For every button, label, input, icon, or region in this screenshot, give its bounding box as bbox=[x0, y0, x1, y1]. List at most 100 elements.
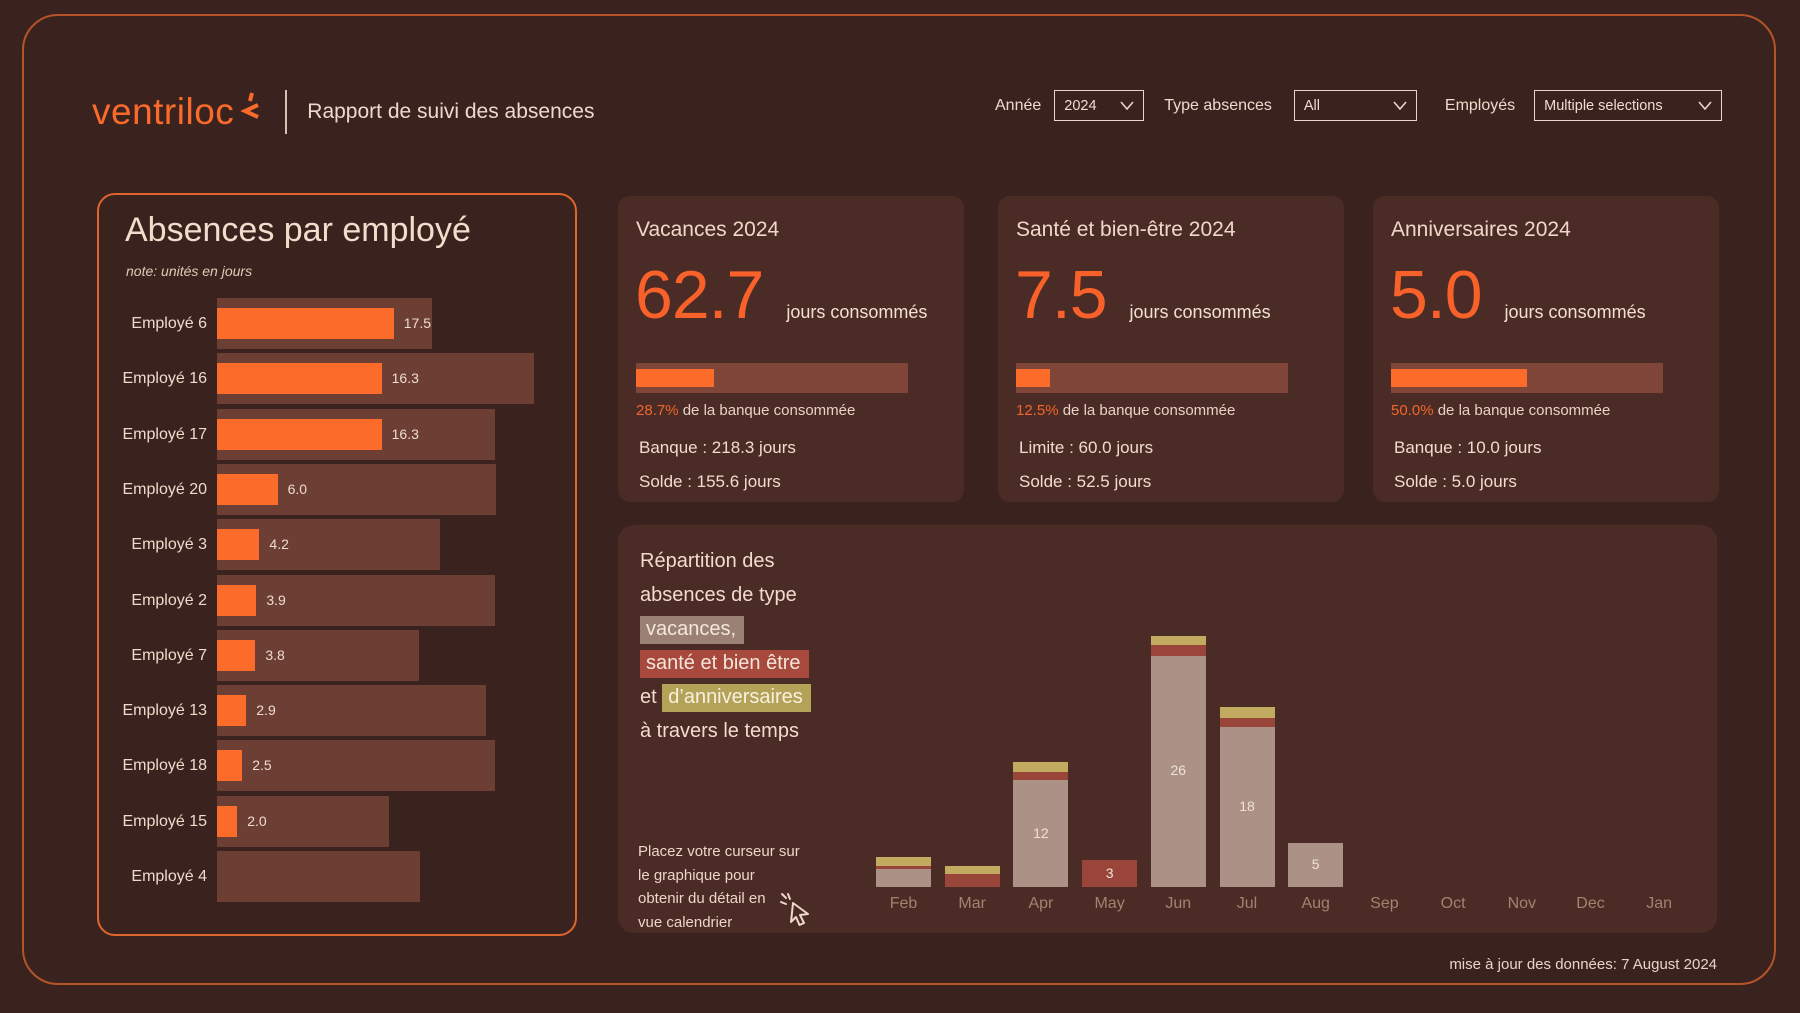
bar-value-label: 18 bbox=[1239, 797, 1255, 814]
month-axis-label: Nov bbox=[1507, 895, 1537, 912]
repartition-title: Répartition des absences de type vacance… bbox=[640, 547, 811, 751]
report-title: Rapport de suivi des absences bbox=[307, 100, 595, 123]
month-axis-label: Aug bbox=[1301, 895, 1330, 912]
employee-value-bar[interactable] bbox=[217, 473, 278, 505]
bar-segment-sante[interactable] bbox=[1013, 772, 1069, 781]
year-dropdown[interactable]: 2024 bbox=[1054, 90, 1145, 121]
month-axis-label: Mar bbox=[958, 895, 986, 912]
month-axis-label: May bbox=[1094, 895, 1125, 912]
employee-value-label: 16.3 bbox=[391, 425, 419, 442]
employee-value-bar[interactable] bbox=[217, 805, 238, 837]
bar-segment-vacances[interactable] bbox=[1288, 842, 1344, 887]
filter-label-type: Type absences bbox=[1164, 96, 1272, 114]
filter-label-annee: Année bbox=[995, 96, 1042, 114]
employee-value-label: 6.0 bbox=[287, 480, 308, 497]
bar-segment-anniversaires[interactable] bbox=[944, 865, 1000, 874]
ventriloc-logo: ventriloc bbox=[92, 91, 235, 132]
kpi-unit: jours consommés bbox=[786, 302, 928, 322]
chevron-down-icon bbox=[1120, 101, 1134, 110]
employee-value-bar[interactable] bbox=[217, 584, 257, 616]
hover-hint-line: le graphique pour bbox=[638, 866, 755, 884]
employee-row: Employé 15 2.0 bbox=[99, 795, 575, 847]
month-axis-label: Jun bbox=[1165, 895, 1192, 912]
bar-segment-anniversaires[interactable] bbox=[1150, 636, 1206, 645]
bar-segment-anniversaires[interactable] bbox=[1013, 762, 1069, 773]
employee-banque-bar[interactable] bbox=[217, 740, 495, 792]
employee-name: Employé 18 bbox=[122, 757, 208, 775]
absence-type-dropdown[interactable]: All bbox=[1293, 90, 1417, 121]
employee-value-bar[interactable] bbox=[217, 363, 382, 395]
kpi-title: Santé et bien-être 2024 bbox=[1016, 218, 1236, 241]
hover-hint: Placez votre curseur sur le graphique pou… bbox=[638, 840, 800, 934]
kpi-solde: Solde : 155.6 jours bbox=[639, 472, 781, 491]
employee-value-label: 2.5 bbox=[252, 757, 272, 774]
kpi-pct-line: 12.5% de la banque consommée bbox=[1016, 402, 1236, 419]
kpi-progress-track bbox=[636, 363, 908, 393]
employee-name: Employé 6 bbox=[131, 315, 207, 332]
kpi-card-vacances: Vacances 2024 62.7 jours consommés 28.7%… bbox=[618, 196, 964, 502]
bar-segment-vacances[interactable] bbox=[1013, 780, 1069, 887]
kpi-pct-line: 50.0% de la banque consommée bbox=[1391, 402, 1611, 419]
employees-dropdown[interactable]: Multiple selections bbox=[1534, 90, 1723, 121]
bar-segment-anniversaires[interactable] bbox=[876, 856, 931, 866]
employee-value-label: 2.0 bbox=[247, 812, 267, 829]
chevron-down-icon bbox=[1393, 101, 1407, 110]
employee-value-label: 2.9 bbox=[256, 702, 276, 719]
header-divider bbox=[285, 90, 288, 134]
hover-hint-line: Placez votre curseur sur bbox=[638, 843, 800, 860]
employee-banque-bar[interactable] bbox=[217, 851, 420, 902]
kpi-pct-line: 28.7% de la banque consommée bbox=[636, 402, 856, 419]
employee-name: Employé 7 bbox=[131, 646, 207, 664]
employee-value-bar[interactable] bbox=[217, 639, 256, 671]
employee-row: Employé 4 bbox=[99, 851, 575, 902]
employee-value-bar[interactable] bbox=[217, 308, 394, 339]
bar-value-label: 3 bbox=[1105, 864, 1114, 881]
hover-hint-line: obtenir du détail en bbox=[638, 890, 766, 907]
employee-value-label: 3.8 bbox=[265, 646, 285, 663]
kpi-banque: Banque : 10.0 jours bbox=[1394, 438, 1542, 457]
hover-hint-line: vue calendrier bbox=[638, 913, 733, 931]
employee-value-bar[interactable] bbox=[217, 418, 382, 450]
bar-segment-vacances[interactable] bbox=[876, 869, 931, 887]
month-axis-label: Sep bbox=[1370, 895, 1399, 912]
employee-row: Employé 2 3.9 bbox=[99, 574, 575, 626]
employee-name: Employé 4 bbox=[131, 868, 207, 885]
bar-segment-sante[interactable] bbox=[1082, 860, 1138, 887]
employee-row: Employé 3 4.2 bbox=[99, 519, 575, 571]
bar-segment-sante[interactable] bbox=[1219, 717, 1275, 727]
employee-value-bar[interactable] bbox=[217, 750, 243, 782]
panel-title: Absences par employé bbox=[125, 211, 471, 249]
month-axis-label: Jul bbox=[1236, 895, 1258, 912]
kpi-progress-fill bbox=[1016, 369, 1050, 387]
kpi-unit: jours consommés bbox=[1129, 302, 1271, 322]
cursor-click-icon bbox=[780, 893, 809, 926]
bar-segment-sante[interactable] bbox=[876, 865, 931, 870]
kpi-value: 5.0 bbox=[1390, 257, 1483, 333]
employee-value-bar[interactable] bbox=[217, 529, 260, 561]
bar-segment-vacances[interactable] bbox=[1150, 655, 1206, 887]
bar-value-label: 5 bbox=[1311, 855, 1320, 872]
kpi-banque: Banque : 218.3 jours bbox=[639, 438, 796, 457]
bar-segment-vacances[interactable] bbox=[1219, 726, 1275, 887]
header-brand: ventriloc Rapport de suivi des absences bbox=[92, 86, 594, 138]
data-refresh-note: mise à jour des données: 7 August 2024 bbox=[1449, 956, 1717, 973]
repartition-panel: Répartition des absences de type vacance… bbox=[618, 525, 1717, 933]
employee-banque-bar[interactable] bbox=[217, 685, 486, 737]
employee-value-bar[interactable] bbox=[217, 695, 247, 727]
kpi-card-anniversaires: Anniversaires 2024 5.0 jours consommés 5… bbox=[1373, 196, 1719, 502]
employee-name: Employé 3 bbox=[131, 536, 207, 554]
employee-name: Employé 2 bbox=[131, 591, 207, 609]
employee-row: Employé 6 17.5 bbox=[99, 298, 575, 349]
kpi-solde: Solde : 52.5 jours bbox=[1019, 472, 1152, 491]
employee-banque-bar[interactable] bbox=[217, 574, 495, 626]
kpi-title: Vacances 2024 bbox=[636, 218, 780, 241]
kpi-solde: Solde : 5.0 jours bbox=[1394, 472, 1517, 491]
employee-banque-bar[interactable] bbox=[217, 795, 389, 847]
bar-segment-anniversaires[interactable] bbox=[1219, 707, 1275, 718]
kpi-value: 7.5 bbox=[1015, 257, 1108, 333]
bar-segment-sante[interactable] bbox=[1150, 644, 1206, 656]
filter-label-employes: Employés bbox=[1444, 96, 1516, 114]
absences-par-employe-panel: Absences par employé note: unités en jou… bbox=[97, 193, 577, 936]
bar-segment-sante[interactable] bbox=[944, 873, 1000, 887]
